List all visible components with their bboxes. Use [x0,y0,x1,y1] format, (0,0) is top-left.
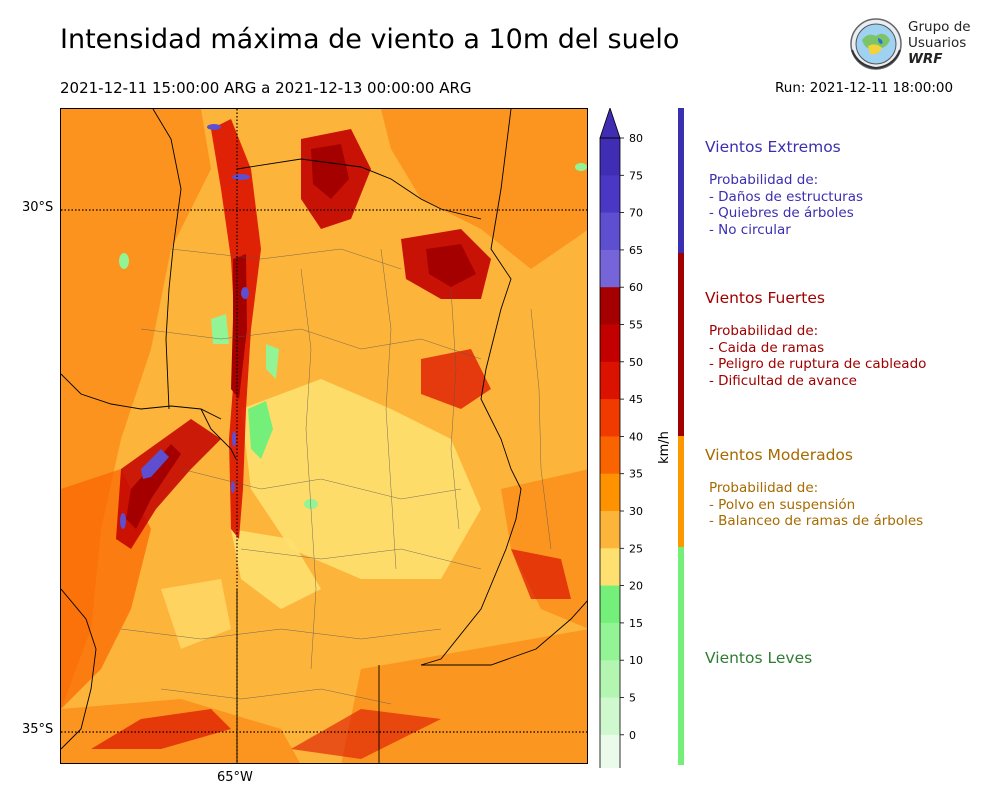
category-description-line: Probabilidad de: [709,480,819,496]
colorbar-tick-label: 10 [629,654,643,667]
logo-text: Grupo de Usuarios WRF [908,19,971,67]
colorbar-tick-label: 55 [629,319,643,332]
colorbar-tick-label: 70 [629,207,643,220]
category-description: Probabilidad de: - Polvo en suspensión - B… [709,480,923,530]
map-canvas [61,109,587,763]
category-description: Probabilidad de: - Caida de ramas - Peligr… [709,323,926,389]
category-description-line: - Polvo en suspensión [709,496,856,513]
wind-intensity-map [60,108,588,764]
colorbar-top-extension [599,106,621,139]
colorbar-tick-label: 30 [629,505,643,518]
category-description-line: - Balanceo de ramas de árboles [709,513,924,529]
map-title: Intensidad máxima de viento a 10m del su… [60,24,680,55]
colorbar-segment [600,287,620,325]
colorbar-tick-label: 15 [629,617,643,630]
colorbar-segment [600,138,620,176]
colorbar-segment [600,473,620,512]
colorbar-tick-label: 65 [629,244,643,257]
colorbar-segment [600,212,620,251]
colorbar-segment [600,660,620,698]
colorbar-segment [600,361,620,400]
colorbar-segment [600,622,620,661]
colorbar-tick-label: 35 [629,468,643,481]
lon-label-65w: 65°W [217,770,253,785]
colorbar-segment [600,175,620,214]
category-description-line: - Dificultad de avance [709,372,857,389]
colorbar-tick-label: 40 [629,430,643,443]
lat-label-30s: 30°S [22,200,54,215]
colorbar-segment [600,548,620,587]
colorbar-segment [600,734,620,773]
colorbar-tick-label: 60 [629,281,643,294]
colorbar-segment [600,249,620,288]
colorbar-units: km/h [656,431,672,464]
grupo-wrf-logo: Grupo de Usuarios WRF [848,16,973,72]
colorbar-tick-label: 20 [629,580,643,593]
category-title: Vientos Leves [705,649,813,667]
colorbar-segment [600,511,620,549]
colorbar-segment [600,399,620,437]
run-timestamp: Run: 2021-12-11 18:00:00 [775,80,954,96]
colorbar-segment [600,436,620,475]
logo-line-1: Grupo de [908,19,971,35]
colorbar-segment [600,697,620,736]
category-description-line: Probabilidad de: [709,323,819,339]
category-description-line: - Peligro de ruptura de cableado [709,356,927,372]
category-description-line: - Daños de estructuras [709,188,864,205]
colorbar-tick-label: 50 [629,356,643,369]
wind-colorbar: 80 75 70 65 60 55 50 45 40 35 30 25 20 15 10 5 0 [598,106,668,800]
category-description-line: - No circular [709,221,791,238]
category-bar [678,253,684,436]
colorbar-tick-label: 0 [629,729,636,742]
category-description-line: - Caida de ramas [709,339,825,356]
colorbar-tick-label: 25 [629,542,643,555]
colorbar-tick-label: 45 [629,393,643,406]
category-bar [678,547,684,765]
category-title: Vientos Extremos [705,138,841,156]
category-bar [678,108,684,253]
globe-logo-icon [850,18,902,70]
colorbar-tick-label: 80 [629,132,643,145]
category-description-line: Probabilidad de: [709,172,819,188]
colorbar-tick-label: 75 [629,169,643,182]
category-description: Probabilidad de: - Daños de estructuras - … [709,172,863,238]
category-description-line: - Quiebres de árboles [709,205,854,221]
logo-line-2: Usuarios [908,35,967,51]
category-bar [678,436,684,547]
valid-period: 2021-12-11 15:00:00 ARG a 2021-12-13 00:… [60,79,472,97]
colorbar-segment [600,585,620,624]
category-title: Vientos Moderados [705,446,853,464]
logo-brand: WRF [908,51,943,67]
colorbar-segment [600,324,620,363]
colorbar-tick-label: 5 [629,692,636,705]
category-title: Vientos Fuertes [705,289,825,307]
lat-label-35s: 35°S [22,722,54,737]
